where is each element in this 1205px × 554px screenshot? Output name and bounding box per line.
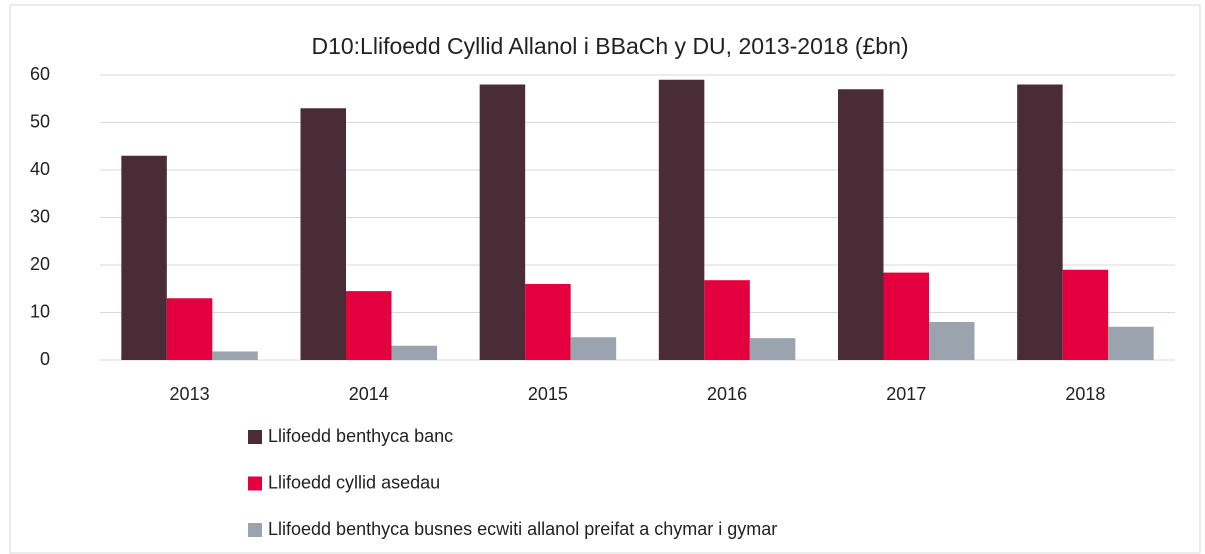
y-tick-label: 60 [30,64,50,84]
legend-swatch [248,430,262,444]
bar [121,155,167,360]
x-tick-label: 2016 [707,384,747,404]
x-tick-label: 2017 [886,384,926,404]
bar [212,351,258,360]
bar [658,79,705,360]
y-tick-label: 50 [30,111,50,131]
legend-label: Llifoedd benthyca busnes ecwiti allanol … [268,519,777,539]
bar [929,322,975,360]
bar [346,291,392,360]
bar [300,108,346,360]
bar [749,338,796,360]
x-tick-label: 2013 [170,384,210,404]
bar [479,84,526,360]
y-tick-label: 0 [40,349,50,369]
y-tick-label: 30 [30,206,50,226]
chart-border [9,4,1201,554]
bar [166,298,213,360]
bar [391,345,437,360]
x-tick-label: 2015 [528,384,568,404]
bar [1108,326,1154,360]
legend-label: Llifoedd benthyca banc [268,426,453,446]
bar [704,280,750,360]
legend-label: Llifoedd cyllid asedau [268,472,440,492]
y-tick-label: 20 [30,254,50,274]
x-tick-label: 2018 [1065,384,1105,404]
chart-title: D10:Llifoedd Cyllid Allanol i BBaCh y DU… [311,33,908,59]
bar [1017,84,1063,360]
legend-swatch [248,523,262,537]
bar [1062,269,1109,360]
bar [570,337,617,360]
bar [525,284,571,360]
legend-swatch [248,476,262,491]
y-tick-label: 40 [30,159,50,179]
bar [838,89,884,360]
y-tick-label: 10 [30,301,50,321]
bar [883,272,929,360]
x-tick-label: 2014 [349,384,389,404]
